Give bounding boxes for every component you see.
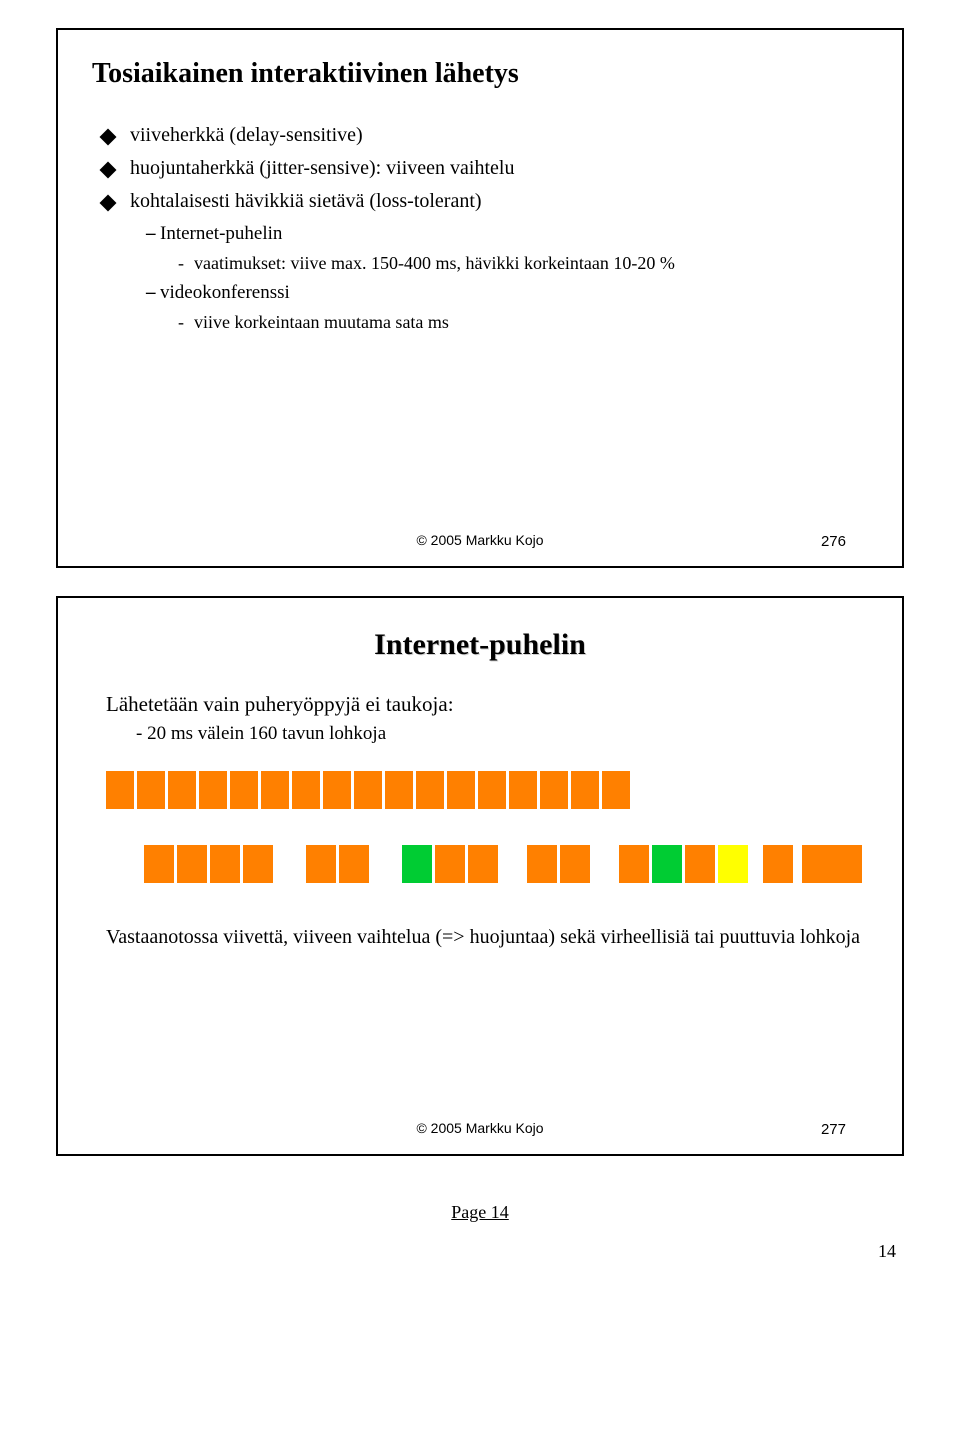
sent-block	[168, 771, 196, 809]
received-block	[560, 845, 590, 883]
page-container: Tosiaikainen interaktiivinen lähetys vii…	[0, 28, 960, 1262]
sent-blocks-row	[106, 771, 872, 809]
received-block	[306, 845, 336, 883]
sub-dash-icon: -	[178, 251, 194, 276]
sub-dash-icon: -	[178, 310, 194, 335]
dash-text: videokonferenssi	[160, 282, 290, 304]
block-gap	[593, 845, 619, 883]
sent-block	[509, 771, 537, 809]
dash-item: – videokonferenssi	[146, 282, 872, 304]
received-block	[718, 845, 748, 883]
diamond-icon	[100, 129, 117, 146]
bullet-item: kohtalaisesti hävikkiä sietävä (loss-tol…	[102, 190, 872, 213]
received-block	[652, 845, 682, 883]
dash-text: Internet-puhelin	[160, 223, 282, 245]
received-block	[210, 845, 240, 883]
page-footer-number: 14	[0, 1241, 896, 1262]
block-gap	[276, 845, 306, 883]
slide-2-line2: - 20 ms välein 160 tavun lohkoja	[136, 723, 872, 745]
received-block	[468, 845, 498, 883]
received-blocks-row	[144, 845, 872, 883]
sub-text: vaatimukset: viive max. 150-400 ms, hävi…	[194, 251, 675, 276]
slide-1-frame: Tosiaikainen interaktiivinen lähetys vii…	[56, 28, 904, 568]
slide-2-title: Internet-puhelin	[88, 628, 872, 662]
sub-text: viive korkeintaan muutama sata ms	[194, 310, 449, 335]
sent-block	[540, 771, 568, 809]
received-block	[802, 845, 832, 883]
slide-1-title: Tosiaikainen interaktiivinen lähetys	[92, 58, 872, 90]
sent-block	[323, 771, 351, 809]
sub-item: - viive korkeintaan muutama sata ms	[178, 310, 872, 335]
slide-1-copyright: © 2005 Markku Kojo	[58, 532, 902, 548]
block-gap	[501, 845, 527, 883]
slide-2-conclusion: Vastaanotossa viivettä, viiveen vaihtelu…	[106, 923, 872, 952]
received-block	[685, 845, 715, 883]
bullet-text: viiveherkkä (delay-sensitive)	[130, 124, 363, 147]
bullet-item: huojuntaherkkä (jitter-sensive): viiveen…	[102, 157, 872, 180]
sent-block	[292, 771, 320, 809]
sent-block	[602, 771, 630, 809]
sent-block	[447, 771, 475, 809]
slide-1-number: 276	[821, 533, 846, 550]
block-gap	[372, 845, 402, 883]
received-block	[402, 845, 432, 883]
sent-block	[571, 771, 599, 809]
received-block	[832, 845, 862, 883]
slide-2-number: 277	[821, 1121, 846, 1138]
received-block	[763, 845, 793, 883]
received-block	[243, 845, 273, 883]
page-footer-label: Page 14	[0, 1202, 960, 1223]
dash-item: – Internet-puhelin	[146, 223, 872, 245]
received-block	[177, 845, 207, 883]
slide-2-line1: Lähetetään vain puheryöppyjä ei taukoja:	[106, 692, 872, 717]
diamond-icon	[100, 162, 117, 179]
received-block	[435, 845, 465, 883]
sent-block	[354, 771, 382, 809]
block-gap	[751, 845, 763, 883]
sent-block	[385, 771, 413, 809]
sent-block	[106, 771, 134, 809]
received-block	[619, 845, 649, 883]
dash-icon: –	[146, 282, 160, 304]
slide-2-copyright: © 2005 Markku Kojo	[58, 1120, 902, 1136]
sent-block	[230, 771, 258, 809]
sent-block	[137, 771, 165, 809]
slide-2-frame: Internet-puhelin Lähetetään vain puheryö…	[56, 596, 904, 1156]
diamond-icon	[100, 195, 117, 212]
received-block	[527, 845, 557, 883]
sent-block	[199, 771, 227, 809]
bullet-item: viiveherkkä (delay-sensitive)	[102, 124, 872, 147]
received-block	[144, 845, 174, 883]
sub-item: - vaatimukset: viive max. 150-400 ms, hä…	[178, 251, 872, 276]
sent-block	[416, 771, 444, 809]
received-block	[339, 845, 369, 883]
bullet-text: kohtalaisesti hävikkiä sietävä (loss-tol…	[130, 190, 482, 213]
sent-block	[261, 771, 289, 809]
bullet-text: huojuntaherkkä (jitter-sensive): viiveen…	[130, 157, 514, 180]
dash-icon: –	[146, 223, 160, 245]
sent-block	[478, 771, 506, 809]
